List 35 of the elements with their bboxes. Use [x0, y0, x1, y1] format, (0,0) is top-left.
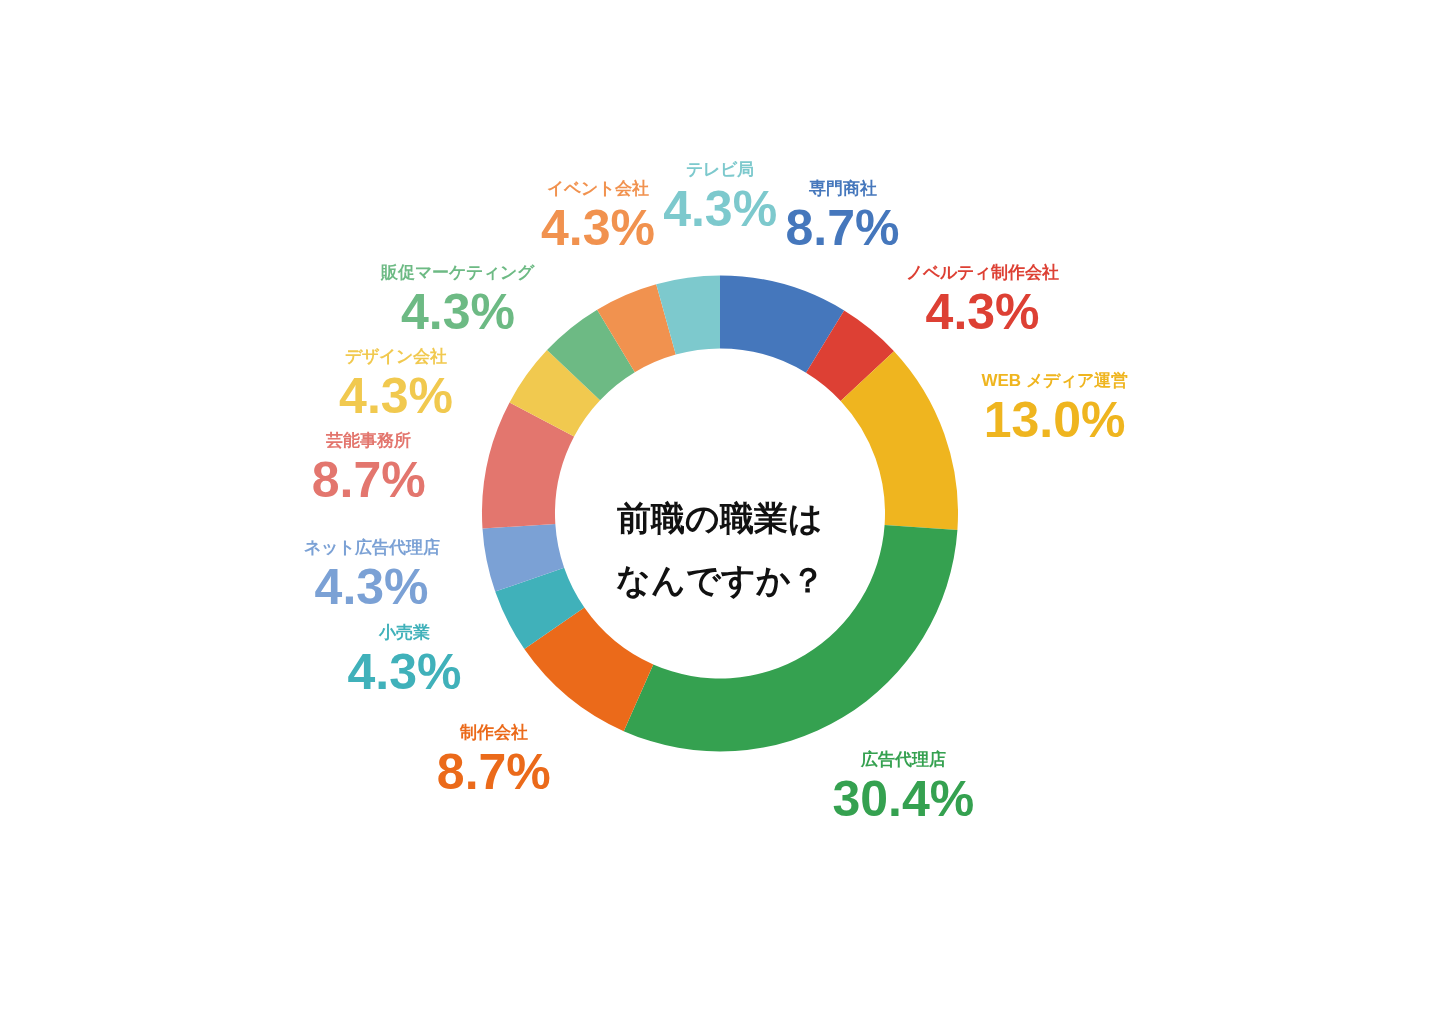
donut-slice [840, 351, 958, 530]
slice-label: デザイン会社 [345, 347, 448, 367]
data-label: 4.3% [401, 283, 515, 340]
slice-label: 広告代理店 [859, 749, 946, 769]
donut-slice [482, 402, 575, 529]
donut-slice [482, 523, 565, 592]
slice-label: ノベルティ制作会社 [906, 263, 1060, 283]
slice-label: 専門商社 [807, 179, 877, 199]
donut-slice [656, 275, 720, 355]
text: 前職の職業はなんですか？ [615, 498, 825, 599]
donut-slice [495, 567, 585, 649]
slice-label: 販促マーケティング [380, 262, 536, 282]
slice-label: ネット広告代理店 [303, 538, 440, 558]
data-label: 4.3% [314, 559, 429, 616]
data-label: 8.7% [785, 200, 900, 257]
data-label: 4.3% [663, 180, 778, 237]
donut-slice [720, 275, 845, 373]
donut-slice [547, 309, 635, 401]
data-label: 30.4% [832, 770, 975, 827]
donut-slice [597, 284, 676, 373]
slice-label: 制作会社 [458, 722, 528, 742]
data-label: 4.3% [339, 368, 454, 425]
donut-slice [509, 350, 601, 437]
donut-slice [806, 310, 895, 401]
data-label: 4.3% [347, 644, 462, 701]
slice-label: 芸能事務所 [325, 431, 412, 451]
slice-label: イベント会社 [546, 178, 649, 198]
slice-label: テレビ局 [686, 159, 755, 179]
data-label: 4.3% [540, 199, 655, 256]
slice-label: 小売業 [377, 623, 430, 643]
data-label: 13.0% [983, 392, 1126, 449]
data-label: 4.3% [925, 284, 1040, 341]
data-label: 8.7% [311, 452, 426, 509]
data-label: 8.7% [436, 743, 551, 800]
slice-label: WEB メディア運営 [981, 371, 1128, 391]
